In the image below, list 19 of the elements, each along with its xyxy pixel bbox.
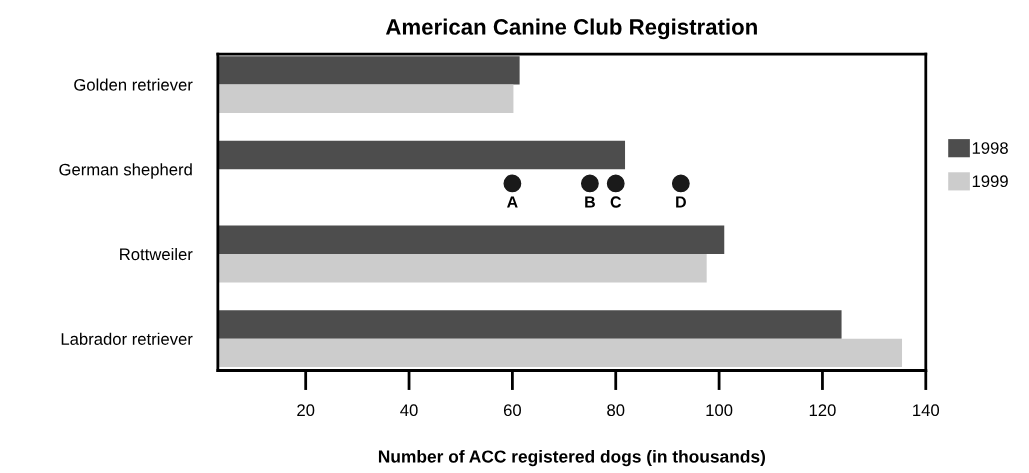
y-tick-label: Labrador retriever bbox=[61, 332, 193, 345]
data-label: D bbox=[676, 196, 686, 208]
data-label: C bbox=[610, 196, 622, 208]
x-tick-label: 100 bbox=[706, 404, 733, 417]
legend-label: 1998 bbox=[972, 142, 1008, 154]
y-tick-label: Golden retriever bbox=[74, 78, 193, 91]
y-tick-label: German shepherd bbox=[59, 163, 192, 179]
legend-label: 1999 bbox=[972, 175, 1008, 188]
y-tick-label: Rottweiler bbox=[120, 247, 193, 261]
x-tick-label: 120 bbox=[809, 404, 836, 417]
x-tick-label: 40 bbox=[400, 404, 418, 417]
x-tick-label: 60 bbox=[503, 404, 522, 417]
data-label: B bbox=[585, 196, 595, 208]
x-axis-title: Number of ACC registered dogs (in thousands) bbox=[378, 449, 765, 467]
chart-title: American Canine Club Registration bbox=[385, 18, 757, 40]
x-tick-label: 20 bbox=[297, 404, 315, 417]
data-label: A bbox=[507, 196, 518, 208]
x-tick-label: 140 bbox=[913, 404, 940, 417]
x-tick-label: 80 bbox=[607, 404, 625, 417]
